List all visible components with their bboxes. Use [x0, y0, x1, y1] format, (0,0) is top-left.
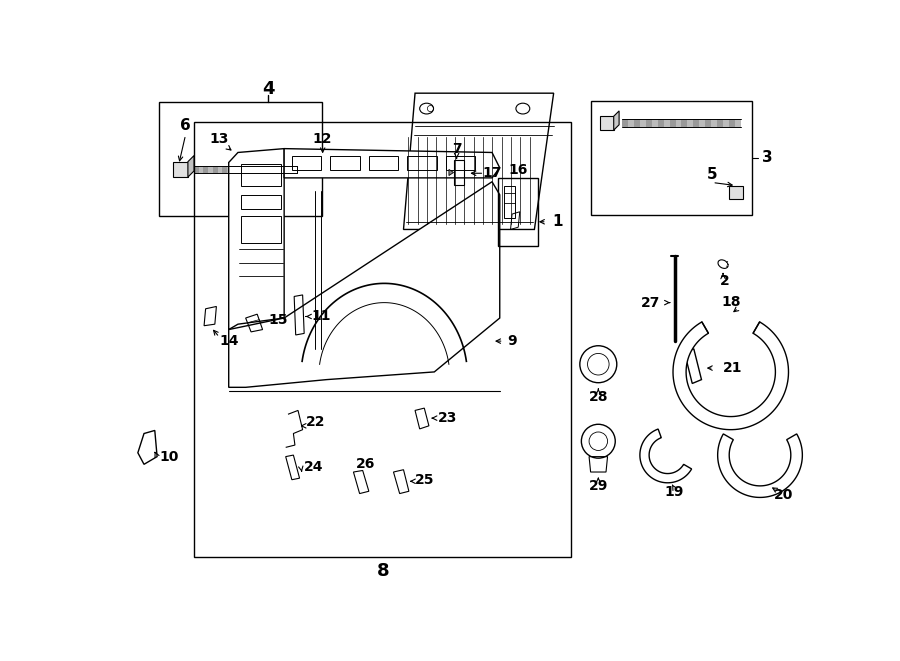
Text: 20: 20 [773, 488, 793, 502]
Text: 27: 27 [642, 295, 661, 309]
Polygon shape [628, 120, 634, 127]
Polygon shape [278, 165, 284, 173]
Polygon shape [227, 165, 231, 173]
Bar [241, 216, 281, 243]
Bar [408, 156, 436, 170]
Polygon shape [250, 165, 255, 173]
Polygon shape [284, 149, 500, 178]
Polygon shape [284, 165, 288, 173]
Bar [504, 186, 515, 218]
Polygon shape [292, 165, 297, 173]
Text: 13: 13 [210, 132, 230, 146]
Bar [590, 101, 752, 215]
Polygon shape [693, 120, 699, 127]
Text: 9: 9 [508, 334, 518, 348]
Polygon shape [614, 111, 619, 130]
Text: 8: 8 [376, 562, 389, 580]
Polygon shape [673, 322, 788, 430]
Polygon shape [229, 149, 284, 330]
Text: 10: 10 [159, 449, 179, 463]
Polygon shape [203, 165, 208, 173]
Text: 2: 2 [720, 274, 730, 288]
Text: 14: 14 [219, 334, 238, 348]
Polygon shape [269, 165, 274, 173]
Polygon shape [688, 120, 693, 127]
Text: 23: 23 [438, 411, 457, 425]
Text: 19: 19 [664, 485, 683, 499]
Polygon shape [681, 120, 688, 127]
Polygon shape [218, 165, 222, 173]
Text: 12: 12 [313, 132, 332, 146]
Text: 29: 29 [589, 479, 608, 493]
Polygon shape [265, 165, 269, 173]
Bar [454, 160, 464, 185]
Polygon shape [403, 93, 554, 229]
Polygon shape [717, 120, 723, 127]
Polygon shape [229, 182, 500, 387]
Polygon shape [212, 165, 218, 173]
Polygon shape [652, 120, 658, 127]
Polygon shape [188, 155, 194, 177]
Polygon shape [288, 165, 292, 173]
Polygon shape [634, 120, 640, 127]
Polygon shape [699, 120, 706, 127]
Text: 5: 5 [707, 167, 717, 182]
Bar [369, 156, 398, 170]
Text: 28: 28 [589, 389, 608, 404]
Polygon shape [173, 162, 188, 177]
Polygon shape [723, 120, 729, 127]
Text: 26: 26 [356, 457, 375, 471]
Bar [241, 164, 281, 186]
Text: 25: 25 [415, 473, 435, 486]
Polygon shape [255, 165, 260, 173]
Text: 15: 15 [269, 313, 288, 327]
Text: 18: 18 [721, 295, 741, 309]
Text: 11: 11 [312, 309, 331, 323]
Polygon shape [711, 120, 717, 127]
Polygon shape [231, 165, 237, 173]
Polygon shape [237, 165, 241, 173]
Polygon shape [260, 165, 265, 173]
Text: 17: 17 [482, 167, 501, 180]
Polygon shape [734, 120, 741, 127]
Polygon shape [299, 165, 310, 176]
Bar [194, 122, 572, 557]
Polygon shape [246, 165, 250, 173]
Text: 24: 24 [304, 461, 324, 475]
Bar [330, 156, 360, 170]
Text: 4: 4 [262, 79, 274, 98]
Polygon shape [676, 120, 681, 127]
Polygon shape [449, 169, 454, 176]
Polygon shape [622, 120, 628, 127]
Bar [292, 156, 321, 170]
Polygon shape [640, 429, 691, 483]
Polygon shape [640, 120, 646, 127]
Text: 1: 1 [553, 214, 562, 229]
Text: 3: 3 [761, 150, 772, 165]
Polygon shape [222, 165, 227, 173]
Bar [158, 102, 322, 216]
Polygon shape [199, 165, 203, 173]
Text: 22: 22 [306, 415, 325, 429]
Polygon shape [706, 120, 711, 127]
Polygon shape [670, 120, 676, 127]
Polygon shape [599, 116, 614, 130]
Text: 21: 21 [723, 361, 742, 375]
Polygon shape [274, 165, 278, 173]
Text: 6: 6 [180, 118, 191, 133]
Polygon shape [663, 120, 670, 127]
Polygon shape [729, 120, 734, 127]
Bar [446, 156, 475, 170]
Polygon shape [729, 186, 743, 200]
Polygon shape [208, 165, 212, 173]
Bar [241, 195, 281, 209]
Text: 16: 16 [508, 163, 528, 177]
Text: 7: 7 [452, 142, 462, 157]
Polygon shape [658, 120, 663, 127]
Polygon shape [241, 165, 246, 173]
Polygon shape [646, 120, 652, 127]
Bar [499, 178, 538, 246]
Polygon shape [194, 165, 199, 173]
Polygon shape [717, 434, 803, 498]
